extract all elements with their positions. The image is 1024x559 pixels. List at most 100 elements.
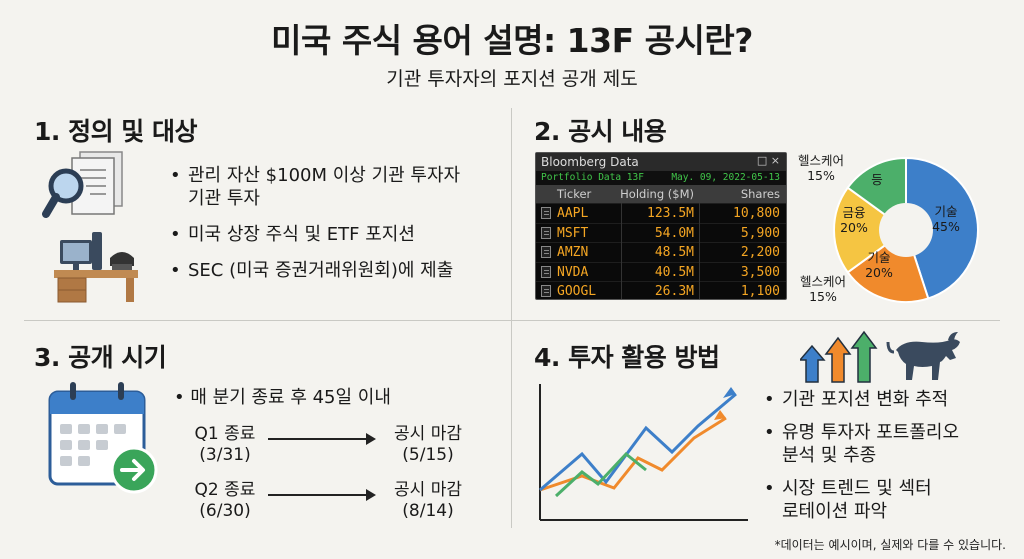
table-row: MSFT 54.0M 5,900	[536, 222, 786, 243]
pie-outer-label: 헬스케어	[799, 274, 846, 289]
trend-line-blue	[539, 392, 737, 492]
document-icon	[541, 207, 551, 219]
column-separator	[621, 203, 622, 299]
section-1-bullets: • 관리 자산 $100M 이상 기관 투자자 기관 투자 • 미국 상장 주식 및…	[170, 164, 500, 295]
table-body: AAPL 123.5M 10,800 MSFT 54.0M 5,900 AMZN 48.5M 2…	[536, 203, 786, 299]
column-separator	[699, 203, 700, 299]
flow-to-date: (5/15)	[402, 445, 454, 466]
flow-to-text: 공시 마감	[394, 424, 462, 444]
pie-slice-label: 금융	[842, 205, 866, 220]
flow-from-date: (3/31)	[199, 445, 251, 466]
page-title: 미국 주식 용어 설명: 13F 공시란?	[271, 21, 753, 60]
pie-outer-pct: 15%	[807, 168, 835, 183]
flow-from-date: (6/30)	[199, 501, 251, 522]
document-magnifier-icon	[42, 151, 123, 218]
bullet-item: • 기관 포지션 변화 추적	[764, 389, 949, 410]
shares-cell: 5,900	[740, 225, 780, 241]
q1-deadline-label: 공시 마감 (5/15)	[380, 424, 476, 467]
column-header-holding: Holding ($M)	[620, 187, 694, 201]
bullet-item: • 미국 상장 주식 및 ETF 포지션	[170, 224, 415, 246]
trend-line-chart	[539, 384, 748, 521]
sector-donut-chart	[833, 156, 979, 303]
pie-slice-pct: 45%	[932, 219, 960, 234]
q2-deadline-label: 공시 마감 (8/14)	[380, 480, 476, 523]
terminal-subbar: Portfolio Data 13F May. 09, 2022-05-13	[536, 171, 786, 185]
column-header-shares: Shares	[740, 187, 780, 201]
holding-cell: 54.0M	[654, 225, 694, 241]
up-arrows-icon	[800, 330, 878, 383]
bullet-text: 미국 상장 주식 및 ETF 포지션	[188, 224, 415, 246]
ticker-cell: GOOGL	[557, 284, 597, 299]
document-icon	[541, 246, 551, 258]
page-subtitle: 기관 투자자의 포지션 공개 제도	[386, 68, 638, 90]
flow-from-text: Q1 종료	[194, 424, 256, 444]
q1-end-label: Q1 종료 (3/31)	[185, 424, 265, 467]
arrow-line	[268, 494, 368, 496]
bullet-text: SEC (미국 증권거래위원회)에 제출	[188, 260, 454, 282]
table-header: Ticker Holding ($M) Shares	[536, 185, 786, 203]
terminal-titlebar: Bloomberg Data □ ×	[536, 153, 786, 171]
document-icon	[541, 265, 551, 278]
pie-label-tech-45: 기술 45%	[926, 204, 966, 234]
shares-cell: 10,800	[733, 206, 780, 221]
pie-outer-label-healthcare: 헬스케어 15%	[790, 153, 852, 183]
trend-arrow-orange-icon	[714, 410, 726, 420]
flow-from-text: Q2 종료	[194, 480, 256, 500]
flow-to-text: 공시 마감	[394, 480, 462, 500]
pie-label-etc: 등	[871, 172, 883, 187]
holding-cell: 40.5M	[654, 264, 694, 280]
section-3-title: 3. 공개 시기	[34, 343, 167, 372]
bull-icon	[886, 332, 960, 380]
q2-end-label: Q2 종료 (6/30)	[185, 480, 265, 523]
table-row: NVDA 40.5M 3,500	[536, 261, 786, 282]
flow-to-date: (8/14)	[402, 501, 454, 522]
shares-cell: 3,500	[740, 264, 780, 280]
terminal-subtitle: Portfolio Data 13F	[541, 172, 644, 183]
section-4-bullets: • 기관 포지션 변화 추적 • 유명 투자자 포트폴리오 분석 및 추종 • 시장 …	[764, 388, 1014, 536]
bloomberg-terminal-panel: Bloomberg Data □ × Portfolio Data 13F Ma…	[535, 152, 787, 300]
document-icon	[541, 226, 551, 239]
arrow-line	[268, 438, 368, 440]
calendar-icon	[48, 382, 158, 494]
holding-cell: 123.5M	[647, 206, 694, 221]
pie-slice-0	[905, 156, 979, 300]
bullet-item: • 시장 트렌드 및 섹터 로테이션 파악	[764, 478, 932, 523]
pie-slice-pct: 20%	[840, 220, 868, 235]
bullet-item: • 유명 투자자 포트폴리오 분석 및 추종	[764, 422, 960, 467]
footnote: *데이터는 예시이며, 실제와 다를 수 있습니다.	[774, 538, 1006, 552]
window-controls-icon[interactable]: □ ×	[756, 154, 780, 167]
arrow-right-icon	[366, 489, 376, 501]
horizontal-divider	[24, 320, 1000, 321]
pie-outer-label-healthcare-2: 헬스케어 15%	[792, 274, 854, 304]
table-row: AMZN 48.5M 2,200	[536, 242, 786, 262]
trend-line-green	[554, 451, 647, 498]
column-header-ticker: Ticker	[557, 187, 592, 201]
ticker-cell: AAPL	[557, 206, 589, 221]
ticker-cell: AMZN	[557, 245, 589, 260]
ticker-cell: MSFT	[557, 225, 589, 241]
pie-outer-label: 헬스케어	[797, 153, 844, 168]
pie-label-finance: 금융 20%	[834, 205, 874, 235]
bullet-text: 기관 포지션 변화 추적	[782, 389, 949, 410]
bullet-text: 유명 투자자 포트폴리오 분석 및 추종	[782, 422, 960, 467]
vertical-divider	[511, 108, 512, 528]
document-icon	[541, 285, 551, 297]
holding-cell: 26.3M	[654, 284, 694, 299]
section-4-title: 4. 투자 활용 방법	[534, 343, 720, 372]
table-row: AAPL 123.5M 10,800	[536, 203, 786, 223]
terminal-title: Bloomberg Data	[541, 155, 639, 169]
holding-cell: 48.5M	[654, 245, 694, 260]
shares-cell: 2,200	[740, 245, 780, 260]
section-1-title: 1. 정의 및 대상	[34, 117, 198, 146]
pie-label-tech-20: 기술 20%	[859, 250, 899, 280]
section-2-title: 2. 공시 내용	[534, 117, 667, 146]
bullet-item: • SEC (미국 증권거래위원회)에 제출	[170, 260, 454, 282]
table-row: GOOGL 26.3M 1,100	[536, 281, 786, 299]
pie-slice-label: 기술	[867, 250, 891, 265]
pie-outer-pct: 15%	[809, 289, 837, 304]
bullet-text: 관리 자산 $100M 이상 기관 투자자 기관 투자	[188, 165, 461, 210]
section-3-bullet: • 매 분기 종료 후 45일 이내	[174, 387, 391, 408]
ticker-cell: NVDA	[557, 264, 589, 280]
trend-line-orange	[539, 416, 727, 492]
trend-arrow-blue-icon	[723, 387, 736, 398]
